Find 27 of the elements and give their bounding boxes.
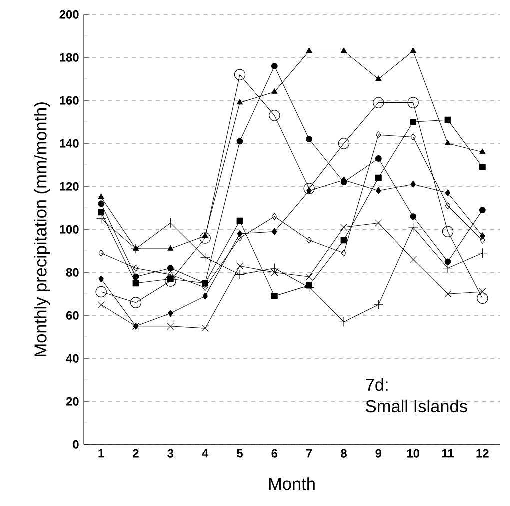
y-tick-label: 80 [66, 268, 79, 277]
x-tick-label: 5 [237, 449, 243, 458]
x-tick-label: 7 [306, 449, 312, 458]
y-tick-label: 60 [66, 311, 79, 320]
x-tick-label: 3 [168, 449, 174, 458]
x-tick-label: 2 [133, 449, 139, 458]
x-tick-label: 9 [376, 449, 382, 458]
annotation: Small Islands [366, 400, 468, 413]
y-tick-label: 180 [60, 53, 79, 62]
y-tick-label: 200 [60, 10, 79, 19]
y-tick-label: 140 [60, 139, 79, 148]
x-tick-label: 4 [202, 449, 209, 458]
annotation: 7d: [366, 378, 388, 392]
x-tick-label: 1 [98, 449, 104, 458]
y-tick-label: 100 [60, 225, 79, 234]
x-tick-label: 12 [476, 449, 489, 458]
x-tick-label: 11 [442, 449, 454, 458]
y-tick-label: 20 [66, 397, 79, 406]
y-tick-label: 40 [66, 354, 79, 363]
x-tick-label: 8 [341, 449, 347, 458]
y-tick-label: 0 [73, 440, 79, 449]
y-tick-label: 120 [60, 182, 79, 191]
x-axis-title: Month [269, 478, 315, 490]
y-axis-title: Monthly precipitation (mm/month) [34, 102, 50, 356]
x-tick-label: 10 [407, 449, 420, 458]
x-tick-label: 6 [272, 449, 278, 458]
y-tick-label: 160 [60, 96, 79, 105]
